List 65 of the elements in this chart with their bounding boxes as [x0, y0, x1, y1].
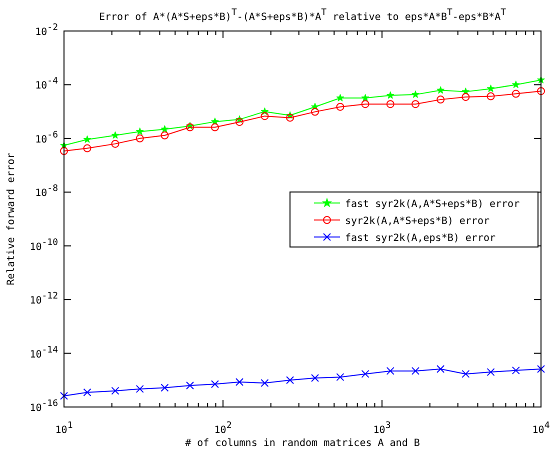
point: [260, 379, 269, 388]
point: [60, 147, 68, 156]
point: [111, 140, 120, 148]
point: [260, 112, 269, 120]
y-tick-label: 10$^{-14}$: [30, 345, 58, 360]
point: [537, 365, 545, 373]
point: [286, 376, 294, 384]
point: [210, 380, 219, 388]
point: [486, 368, 495, 376]
x-tick-label: 10$^{3}$: [373, 421, 391, 436]
y-tick-label: 10$^{-4}$: [35, 76, 58, 92]
point: [436, 86, 444, 94]
point: [136, 134, 144, 142]
y-tick-label: 10$^{-6}$: [35, 130, 58, 146]
point: [111, 131, 120, 139]
point: [411, 366, 420, 375]
point: [311, 374, 320, 382]
x-tick-label: 10$^{4}$: [532, 421, 550, 436]
legend-label: fast syr2k(A,A*S+eps*B) error: [345, 199, 520, 210]
point: [60, 392, 68, 400]
legend-label: syr2k(A,A*S+eps*B) error: [345, 216, 490, 227]
point: [412, 90, 420, 98]
point: [236, 118, 244, 126]
x-tick-label: 10$^{1}$: [55, 421, 73, 436]
point: [386, 366, 394, 375]
y-tick-label: 10$^{-12}$: [30, 292, 58, 307]
point: [111, 386, 120, 395]
point: [160, 131, 169, 140]
point: [512, 80, 520, 88]
point: [136, 384, 144, 393]
point: [336, 373, 344, 382]
point: [436, 365, 445, 373]
point: [361, 100, 370, 108]
point: [311, 108, 320, 116]
y-tick-label: 10$^{-2}$: [35, 23, 58, 38]
point: [486, 84, 495, 92]
y-tick-label: 10$^{-16}$: [30, 399, 58, 414]
point: [512, 90, 520, 98]
x-tick-label: 10$^{2}$: [214, 421, 232, 436]
x-axis-title: # of columns in random matrices A and B: [185, 438, 420, 449]
chart-title: Error of A*(A*S+eps*B)$^{T}$-(A*S+eps*B)*A$^{T}$ relative to eps*A*B$^{T}$-eps*B*A$^{T}$: [98, 8, 507, 23]
point: [386, 100, 394, 108]
point: [336, 94, 344, 102]
point: [411, 100, 420, 108]
point: [486, 92, 495, 100]
point: [512, 366, 520, 374]
point: [160, 125, 169, 133]
point: [136, 127, 144, 135]
y-tick-label: 10$^{-8}$: [35, 184, 58, 200]
point: [436, 96, 445, 104]
y-tick-label: 10$^{-10}$: [30, 238, 58, 253]
point: [336, 102, 344, 111]
point: [236, 378, 244, 386]
point: [361, 370, 370, 378]
point: [160, 384, 169, 392]
point: [537, 87, 545, 96]
point: [386, 91, 394, 99]
legend-label: fast syr2k(A,eps*B) error: [345, 233, 496, 244]
point: [286, 114, 294, 122]
point: [361, 94, 370, 102]
point: [210, 123, 219, 132]
point: [462, 92, 470, 101]
point: [462, 370, 470, 378]
point: [186, 382, 194, 390]
y-axis-title: Relative forward error: [6, 152, 17, 286]
